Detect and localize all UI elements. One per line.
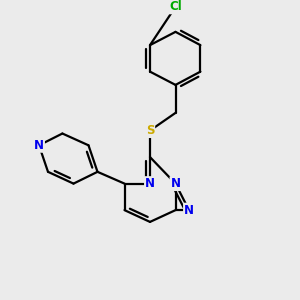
Text: N: N — [170, 177, 181, 190]
Text: Cl: Cl — [169, 0, 182, 13]
Text: S: S — [146, 124, 154, 137]
Text: N: N — [34, 139, 44, 152]
Text: N: N — [184, 204, 194, 217]
Text: N: N — [145, 177, 155, 190]
